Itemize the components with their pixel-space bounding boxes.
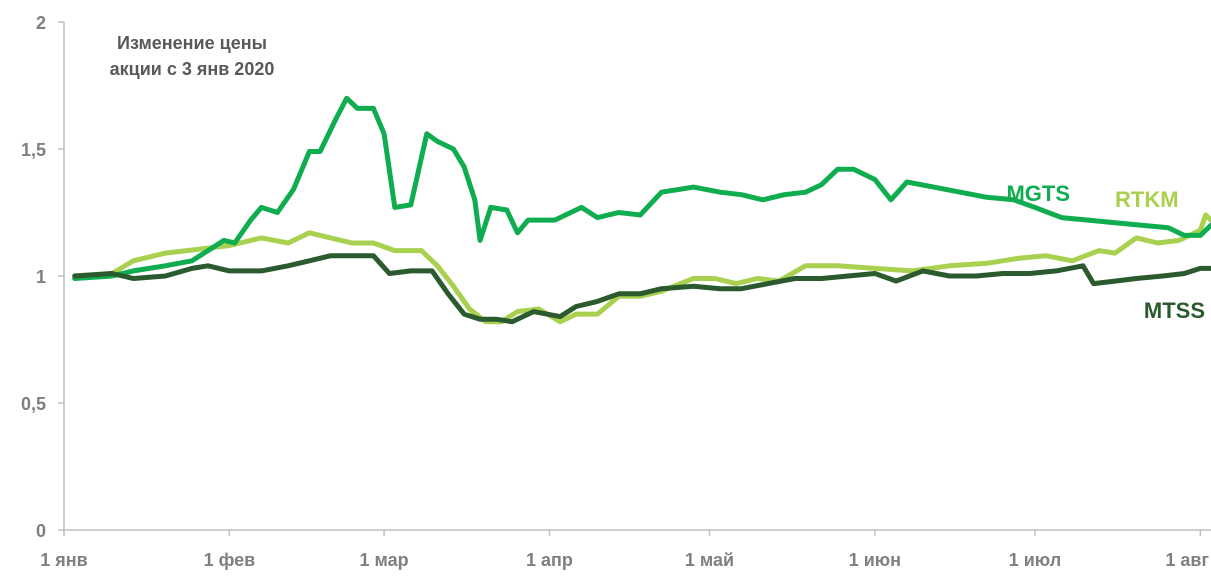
series-label-mtss: MTSS xyxy=(1144,298,1205,323)
y-tick-label: 2 xyxy=(36,13,46,33)
series-label-rtkm: RTKM xyxy=(1115,187,1179,212)
series-line-mgts xyxy=(72,95,1211,281)
series-line-mtss xyxy=(72,253,1211,325)
x-tick-label: 1 апр xyxy=(526,550,573,570)
chart-series-labels: RTKM MGTS MTSS xyxy=(1006,181,1205,323)
y-tick-label: 0,5 xyxy=(21,394,46,414)
chart-title-line-2: акции с 3 янв 2020 xyxy=(109,59,275,79)
chart-title: Изменение цены акции с 3 янв 2020 xyxy=(74,30,310,82)
x-tick-label: 1 июл xyxy=(1009,550,1061,570)
chart-series xyxy=(72,95,1211,325)
x-tick-label: 1 июн xyxy=(849,550,901,570)
x-tick-label: 1 май xyxy=(685,550,734,570)
y-tick-label: 1,5 xyxy=(21,140,46,160)
chart-title-line-1: Изменение цены xyxy=(117,33,267,53)
x-tick-label: 1 фев xyxy=(204,550,256,570)
x-tick-label: 1 авг xyxy=(1165,550,1209,570)
y-tick-label: 0 xyxy=(36,521,46,541)
x-tick-label: 1 янв xyxy=(40,550,87,570)
x-tick-label: 1 мар xyxy=(360,550,409,570)
y-tick-label: 1 xyxy=(36,267,46,287)
series-label-mgts: MGTS xyxy=(1006,181,1070,206)
series-line-rtkm xyxy=(72,212,1211,325)
chart-ticks: 0 0,5 1 1,5 2 1 янв 1 фев 1 мар 1 апр 1 май 1 июн 1… xyxy=(21,13,1210,570)
chart-axes xyxy=(63,22,1211,531)
